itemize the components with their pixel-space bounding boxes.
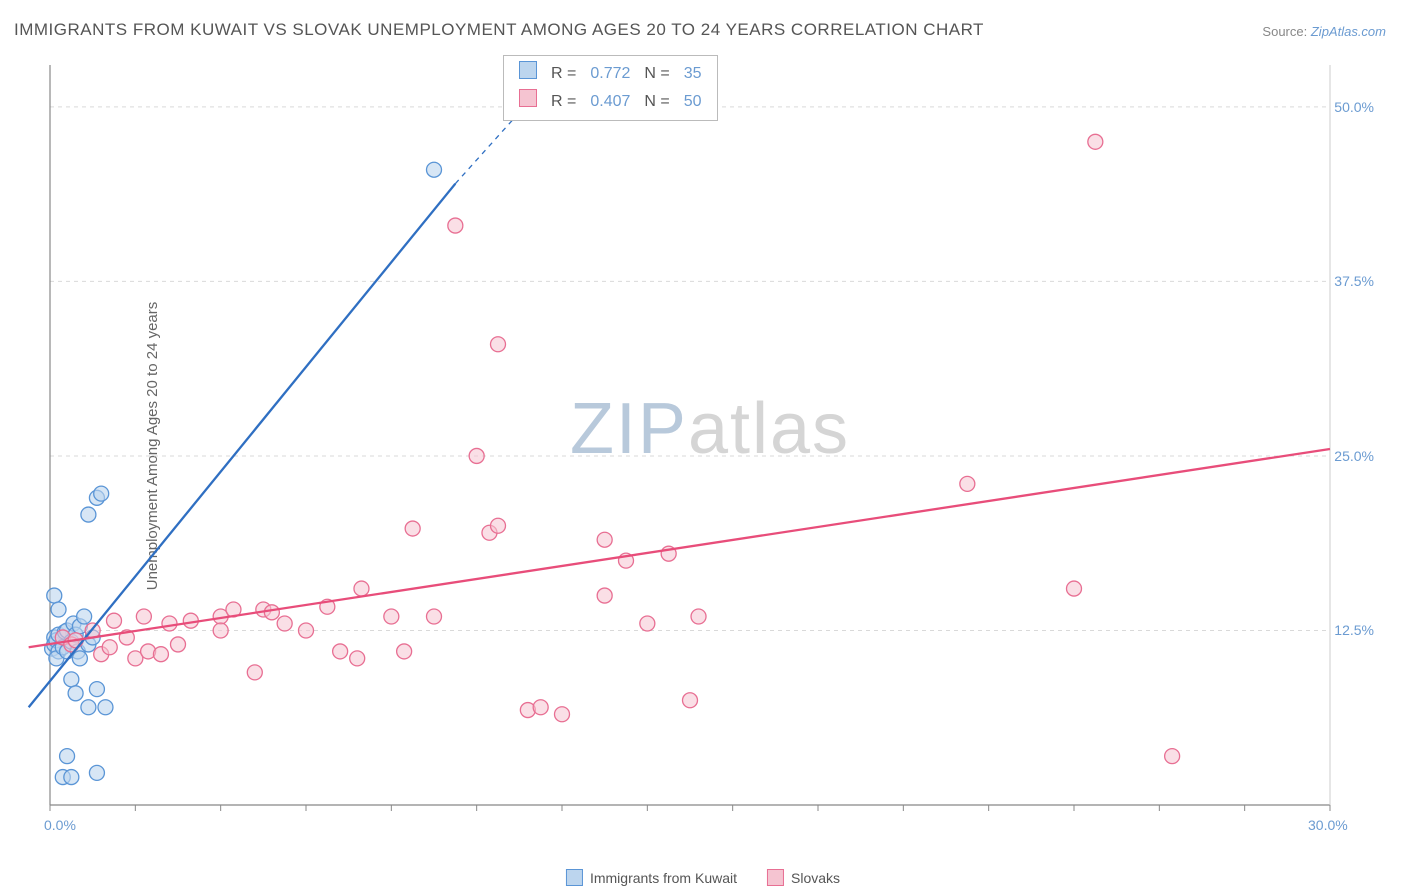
source-attribution: Source: ZipAtlas.com [1262, 24, 1386, 39]
stats-row-kuwait: R = 0.772 N = 35 [512, 60, 709, 88]
stats-row-slovaks: R = 0.407 N = 50 [512, 88, 709, 116]
source-label: Source: [1262, 24, 1307, 39]
r-label: R = [544, 88, 583, 116]
y-tick-label: 12.5% [1334, 622, 1374, 638]
source-value: ZipAtlas.com [1311, 24, 1386, 39]
r-value-kuwait: 0.772 [583, 60, 637, 88]
legend-label-kuwait: Immigrants from Kuwait [590, 870, 737, 886]
plot-area: ZIPatlas R = 0.772 N = 35 R = 0.407 N = … [50, 55, 1370, 835]
stats-legend: R = 0.772 N = 35 R = 0.407 N = 50 [503, 55, 718, 121]
n-label: N = [637, 88, 676, 116]
legend-item-kuwait: Immigrants from Kuwait [566, 869, 737, 886]
correlation-chart: IMMIGRANTS FROM KUWAIT VS SLOVAK UNEMPLO… [0, 0, 1406, 892]
y-tick-label: 50.0% [1334, 99, 1374, 115]
n-value-kuwait: 35 [677, 60, 709, 88]
y-tick-label: 37.5% [1334, 273, 1374, 289]
x-tick-label: 0.0% [44, 817, 76, 833]
plot-svg [50, 55, 1370, 835]
legend-item-slovaks: Slovaks [767, 869, 840, 886]
n-value-slovaks: 50 [677, 88, 709, 116]
y-tick-label: 25.0% [1334, 448, 1374, 464]
swatch-kuwait [519, 61, 537, 79]
series-legend: Immigrants from Kuwait Slovaks [566, 869, 840, 886]
legend-label-slovaks: Slovaks [791, 870, 840, 886]
swatch-slovaks [767, 869, 784, 886]
swatch-kuwait [566, 869, 583, 886]
x-tick-label: 30.0% [1308, 817, 1348, 833]
r-value-slovaks: 0.407 [583, 88, 637, 116]
chart-title: IMMIGRANTS FROM KUWAIT VS SLOVAK UNEMPLO… [14, 20, 984, 40]
n-label: N = [637, 60, 676, 88]
r-label: R = [544, 60, 583, 88]
swatch-slovaks [519, 89, 537, 107]
